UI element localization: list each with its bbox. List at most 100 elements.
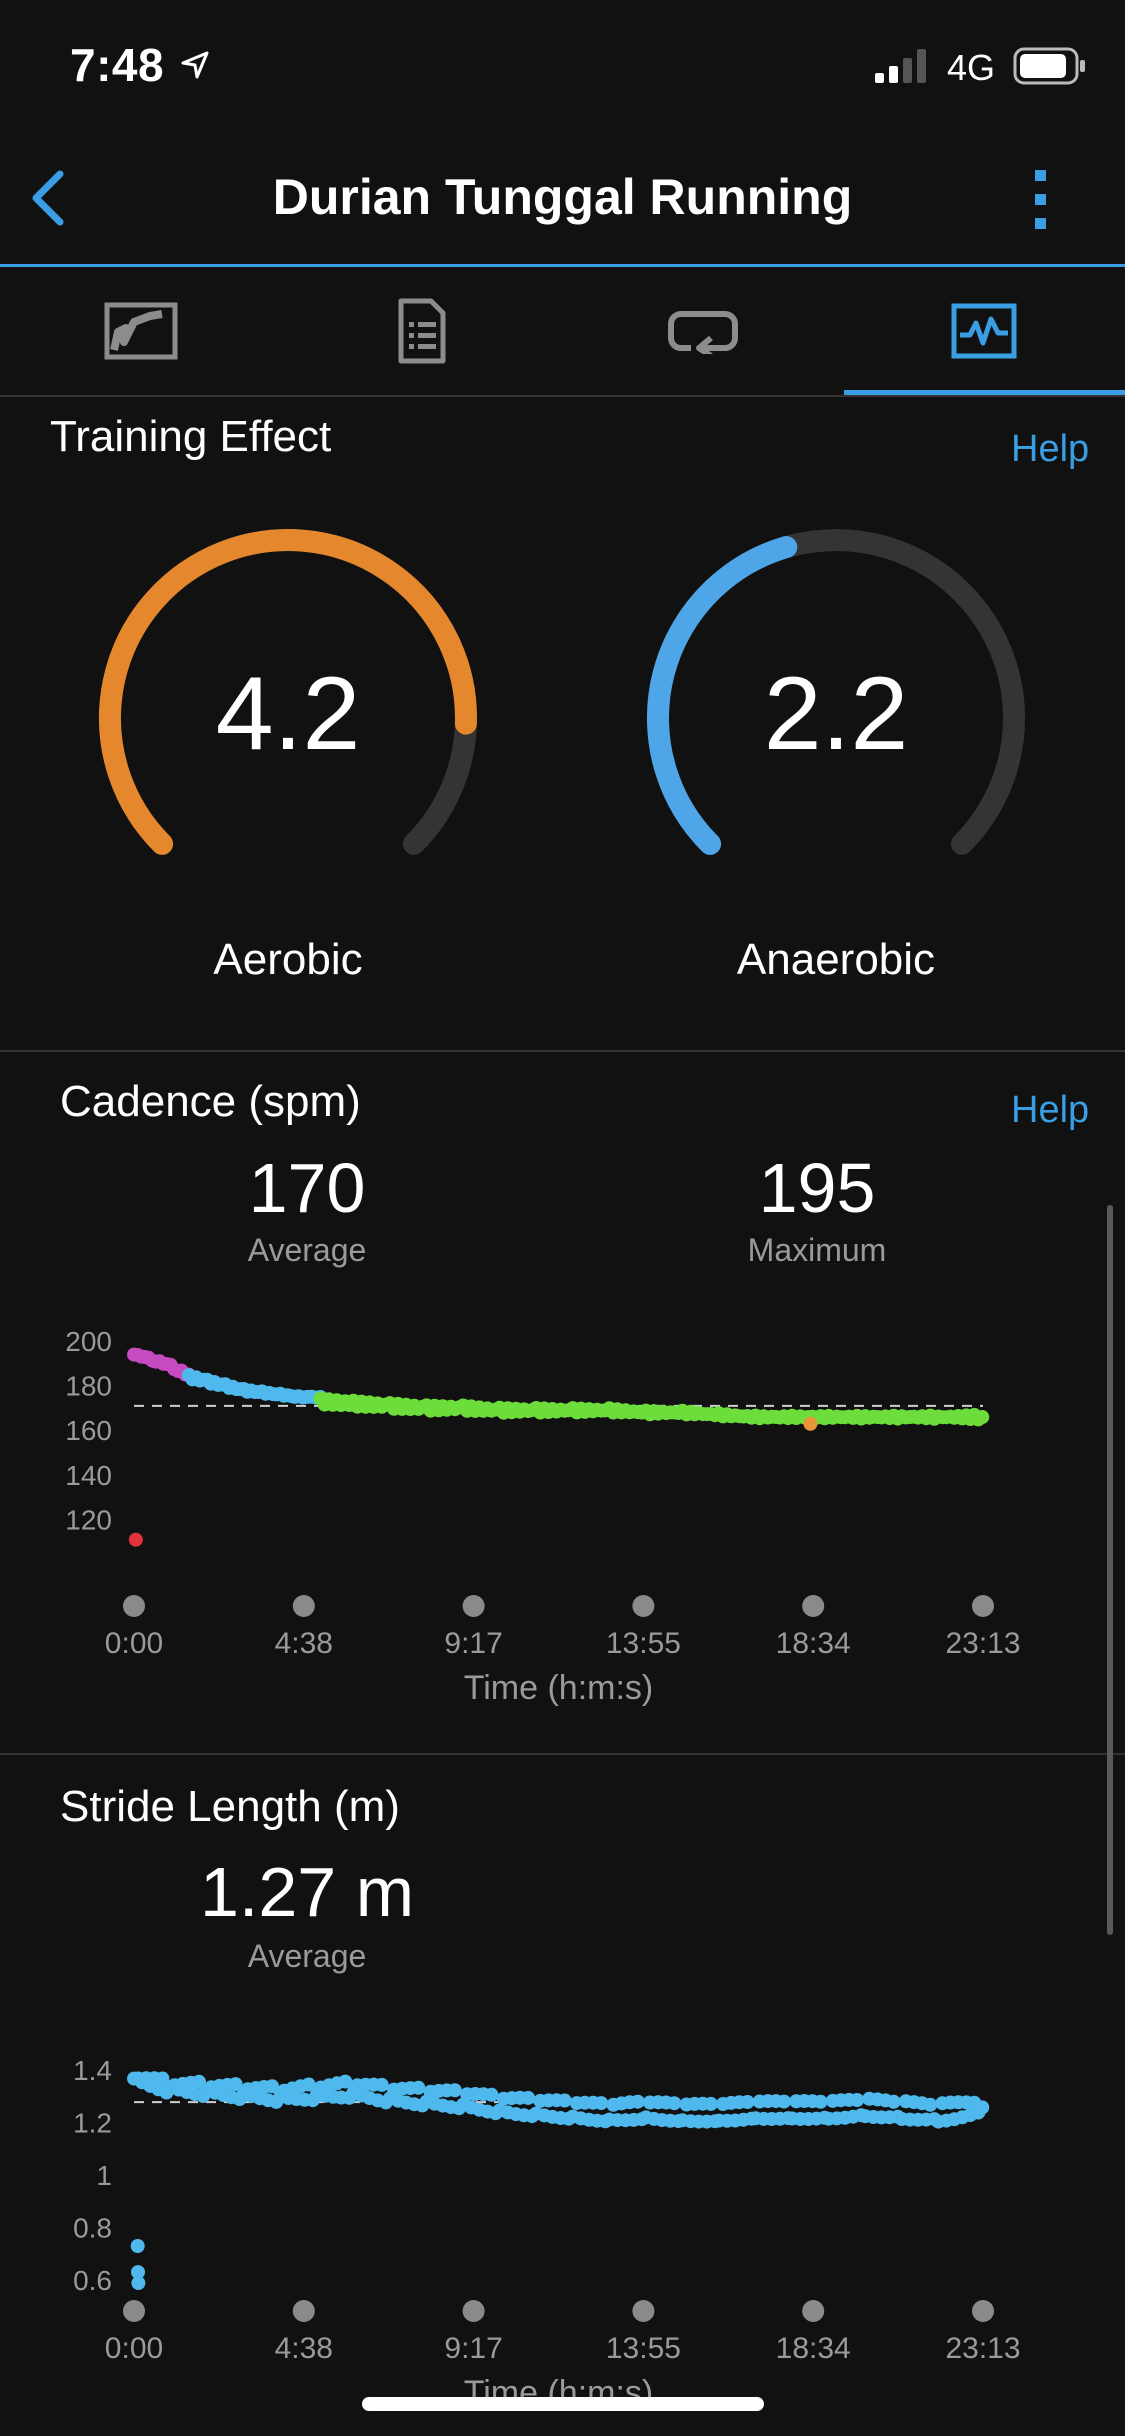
tab-charts[interactable] xyxy=(843,267,1125,395)
data-point xyxy=(130,2239,145,2253)
data-series xyxy=(128,1532,143,1547)
section-divider xyxy=(0,1050,1125,1052)
data-series xyxy=(313,1391,990,1427)
network-type: 4G xyxy=(946,47,995,88)
stride-average-label: Average xyxy=(247,1938,367,1974)
y-tick-label: 200 xyxy=(65,1326,112,1357)
aerobic-value: 4.2 xyxy=(215,656,361,772)
anaerobic-gauge xyxy=(646,529,1025,855)
x-tick-label: 0:00 xyxy=(105,1627,163,1660)
x-tick-label: 23:13 xyxy=(945,1627,1020,1660)
data-point xyxy=(557,2093,572,2108)
data-point xyxy=(923,2097,938,2112)
training-effect-title: Training Effect xyxy=(50,412,332,461)
training-effect-help-link[interactable]: Help xyxy=(1011,428,1090,470)
data-point xyxy=(131,2265,145,2280)
data-point xyxy=(128,1532,143,1547)
data-point xyxy=(813,2094,828,2109)
map-route-icon xyxy=(104,302,178,360)
data-point xyxy=(594,2096,609,2111)
y-tick-label: 1.4 xyxy=(73,2055,112,2086)
data-series xyxy=(127,1347,196,1382)
x-tick-marker[interactable] xyxy=(292,2300,315,2322)
x-tick-label: 0:00 xyxy=(105,2332,163,2365)
back-button[interactable] xyxy=(22,168,72,228)
y-tick-label: 0.8 xyxy=(73,2212,112,2243)
data-point xyxy=(265,2079,280,2094)
cadence-chart: 200 180 160 140 120 0:00 4:38 9:17 13:55 18:34 23:… xyxy=(65,1326,1020,1707)
stride-title: Stride Length (m) xyxy=(60,1782,400,1831)
home-indicator[interactable] xyxy=(362,2397,764,2411)
chevron-left-icon xyxy=(32,170,64,226)
x-tick-label: 13:55 xyxy=(606,2332,681,2365)
x-tick-marker[interactable] xyxy=(123,1595,145,1617)
x-axis-title: Time (h:m:s) xyxy=(464,1669,654,1707)
tab-divider xyxy=(0,395,1125,397)
x-tick-label: 9:17 xyxy=(444,2332,502,2365)
scrollbar[interactable] xyxy=(1107,1205,1113,1935)
location-arrow-icon xyxy=(180,50,210,85)
data-point xyxy=(975,2100,990,2115)
x-tick-marker[interactable] xyxy=(802,2300,825,2322)
y-tick-label: 140 xyxy=(65,1460,112,1491)
x-tick-marker[interactable] xyxy=(462,2300,485,2322)
anaerobic-gauge-fill xyxy=(646,536,798,855)
data-point xyxy=(228,2077,243,2092)
nav-divider xyxy=(0,264,1125,267)
y-tick-label: 1.2 xyxy=(73,2108,112,2139)
data-point xyxy=(374,2077,389,2092)
x-tick-marker[interactable] xyxy=(292,1595,315,1617)
data-series xyxy=(127,2071,990,2129)
battery-icon xyxy=(1013,47,1087,90)
data-point xyxy=(667,2096,682,2111)
signal-icon xyxy=(874,48,929,88)
data-point xyxy=(447,2083,462,2098)
tab-laps[interactable] xyxy=(563,267,844,395)
stride-chart: 1.4 1.2 1 0.8 0.6 0:00 4:38 9:17 13:55 18:34 23:13… xyxy=(73,2055,1020,2412)
x-tick-label: 4:38 xyxy=(275,1627,333,1660)
more-vertical-icon xyxy=(1035,170,1046,229)
x-tick-marker[interactable] xyxy=(632,1595,655,1617)
data-point xyxy=(411,2080,426,2095)
tab-bar xyxy=(0,267,1125,395)
cadence-average-label: Average xyxy=(247,1232,367,1268)
x-tick-marker[interactable] xyxy=(462,1595,485,1617)
y-tick-label: 160 xyxy=(65,1415,112,1446)
data-series xyxy=(803,1416,818,1431)
cadence-help-link[interactable]: Help xyxy=(1011,1089,1090,1131)
anaerobic-value: 2.2 xyxy=(763,656,909,772)
x-tick-marker[interactable] xyxy=(972,2300,994,2322)
tab-details[interactable] xyxy=(281,267,562,395)
data-point xyxy=(630,2094,645,2109)
chart-waveform-icon xyxy=(951,303,1017,359)
x-tick-marker[interactable] xyxy=(632,2300,655,2322)
x-tick-label: 23:13 xyxy=(945,2332,1020,2365)
x-tick-label: 13:55 xyxy=(606,1627,681,1660)
cadence-average-value: 170 xyxy=(248,1149,366,1227)
cadence-maximum-value: 195 xyxy=(758,1149,876,1227)
x-tick-marker[interactable] xyxy=(802,1595,825,1617)
x-tick-marker[interactable] xyxy=(123,2300,145,2322)
status-time: 7:48 xyxy=(70,39,165,91)
x-tick-label: 9:17 xyxy=(444,1627,502,1660)
y-tick-label: 1 xyxy=(96,2160,112,2191)
data-point xyxy=(703,2096,718,2111)
data-point xyxy=(131,2276,146,2291)
data-point xyxy=(740,2095,755,2109)
cadence-maximum-label: Maximum xyxy=(747,1232,887,1268)
x-tick-marker[interactable] xyxy=(972,1595,994,1617)
aerobic-gauge xyxy=(99,529,477,855)
laps-loop-icon xyxy=(668,311,739,354)
data-point xyxy=(301,2077,316,2092)
more-options-button[interactable] xyxy=(1025,165,1055,235)
data-point xyxy=(850,2093,865,2107)
page-title: Durian Tunggal Running xyxy=(272,169,853,225)
aerobic-label: Aerobic xyxy=(213,935,363,984)
cadence-title: Cadence (spm) xyxy=(60,1077,361,1126)
x-tick-label: 18:34 xyxy=(776,1627,851,1660)
tab-map[interactable] xyxy=(0,267,281,395)
section-divider xyxy=(0,1753,1125,1755)
document-list-icon xyxy=(398,298,446,364)
stride-average-value: 1.27 m xyxy=(200,1853,414,1931)
y-tick-label: 120 xyxy=(65,1504,112,1535)
